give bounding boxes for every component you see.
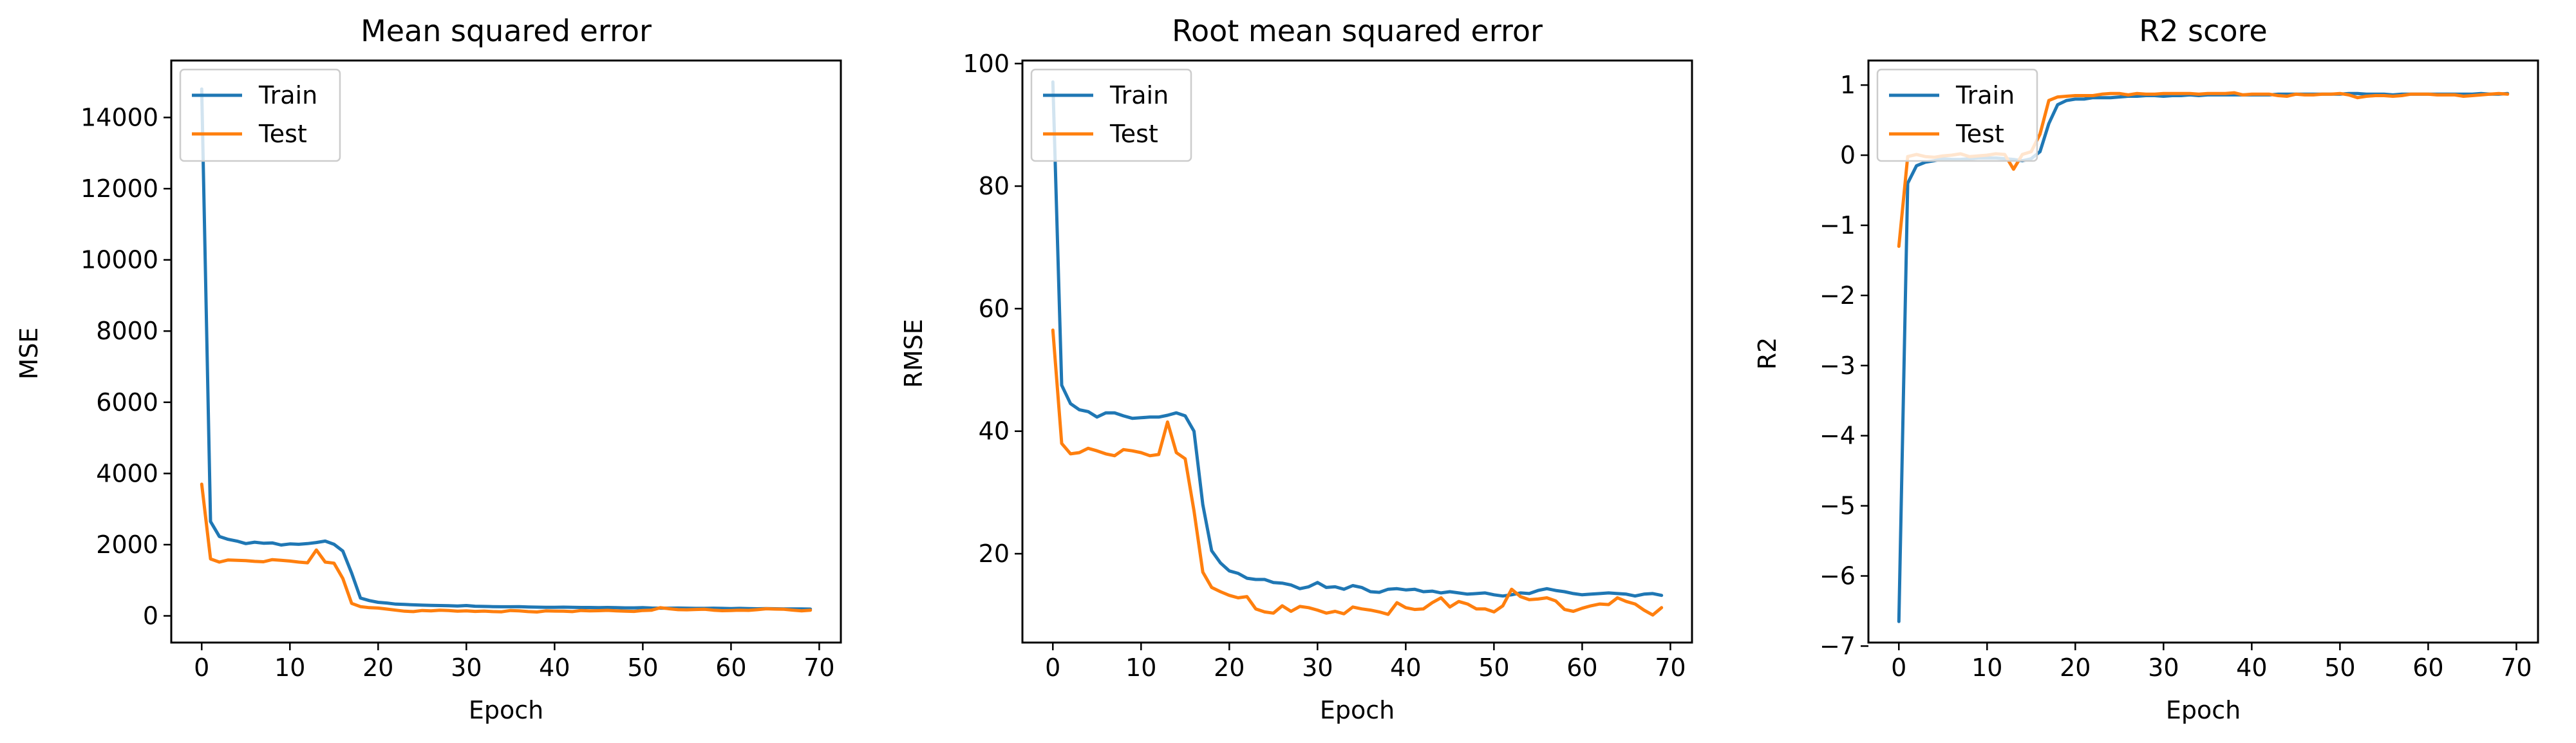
x-tick-label: 70	[1655, 654, 1686, 682]
plot-frame	[170, 59, 842, 644]
tick-layer: 0 10 20 30 40 50 60 70 0 2000 4000 6000 8000 10000 120…	[80, 103, 834, 682]
x-tick-label: 50	[627, 654, 658, 682]
tick-layer: 0 10 20 30 40 50 60 70 −7 −6 −5 −4 −3 −2 −1 0 1	[1819, 71, 2532, 682]
x-tick-label: 20	[1214, 654, 1245, 682]
y-tick-label: −7	[1819, 632, 1856, 660]
x-tick-label: 60	[1566, 654, 1597, 682]
y-tick-label: 8000	[96, 317, 158, 345]
chart-title: Root mean squared error	[1172, 14, 1543, 48]
legend-label-train: Train	[1955, 81, 2015, 109]
y-tick-label: 80	[979, 172, 1010, 200]
x-tick-label: 40	[2236, 654, 2267, 682]
series-line-train	[1051, 80, 1664, 598]
rmse-chart: Root mean squared error Epoch RMSE 0 10 20…	[899, 14, 1693, 724]
x-tick-label: 70	[804, 654, 834, 682]
x-tick-label: 10	[1125, 654, 1156, 682]
series-line-test	[200, 482, 813, 614]
x-tick-label: 10	[1971, 654, 2002, 682]
y-tick-label: −6	[1819, 562, 1856, 590]
y-axis-label: R2	[1753, 337, 1782, 370]
y-tick-label: −2	[1819, 281, 1856, 310]
x-tick-label: 20	[2060, 654, 2091, 682]
series-line-test	[1051, 328, 1664, 617]
legend-box	[179, 68, 341, 162]
legend-label-train: Train	[1109, 81, 1169, 109]
legend-box	[1876, 68, 2038, 162]
y-tick-label: 40	[979, 417, 1010, 446]
chart-title: R2 score	[2139, 14, 2267, 48]
chart-title: Mean squared error	[361, 14, 652, 48]
mse-chart: Mean squared error Epoch MSE 0 10 20 30 40 50…	[15, 14, 842, 724]
y-tick-label: 6000	[96, 388, 158, 417]
x-tick-label: 20	[362, 654, 393, 682]
x-axis-label: Epoch	[2166, 696, 2241, 724]
legend-label-test: Test	[1955, 120, 2004, 148]
y-tick-label: 1	[1840, 71, 1856, 99]
plot-frame	[1867, 59, 2539, 644]
y-tick-label: −3	[1819, 352, 1856, 380]
y-tick-label: −5	[1819, 492, 1856, 520]
y-tick-label: −4	[1819, 422, 1856, 450]
x-tick-label: 30	[451, 654, 482, 682]
x-tick-label: 70	[2501, 654, 2532, 682]
legend: Train Test	[179, 68, 341, 162]
legend: Train Test	[1030, 68, 1192, 162]
y-tick-label: 100	[963, 50, 1010, 78]
y-tick-label: 4000	[96, 459, 158, 487]
y-tick-label: 0	[143, 602, 158, 630]
y-tick-label: 14000	[80, 103, 158, 131]
x-tick-label: 10	[274, 654, 305, 682]
y-tick-label: 2000	[96, 531, 158, 559]
y-axis-label: RMSE	[899, 319, 928, 388]
legend-label-test: Test	[1109, 120, 1158, 148]
y-axis-label: MSE	[15, 328, 43, 380]
tick-layer: 0 10 20 30 40 50 60 70 20 40 60 80 100	[963, 50, 1686, 682]
series-layer	[1051, 80, 1664, 617]
x-tick-label: 50	[2324, 654, 2355, 682]
x-tick-label: 30	[2148, 654, 2179, 682]
x-tick-label: 30	[1302, 654, 1333, 682]
legend-label-train: Train	[258, 81, 317, 109]
x-tick-label: 60	[715, 654, 746, 682]
y-tick-label: 0	[1840, 141, 1856, 169]
legend-label-test: Test	[258, 120, 307, 148]
y-tick-label: 60	[979, 294, 1010, 323]
y-tick-label: 20	[979, 540, 1010, 568]
legend-box	[1030, 68, 1192, 162]
x-tick-label: 50	[1478, 654, 1509, 682]
legend: Train Test	[1876, 68, 2038, 162]
x-tick-label: 0	[1045, 654, 1060, 682]
y-tick-label: −1	[1819, 211, 1856, 240]
x-tick-label: 0	[194, 654, 209, 682]
x-tick-label: 40	[539, 654, 570, 682]
y-tick-label: 10000	[80, 246, 158, 274]
r2-chart: R2 score Epoch R2 0 10 20 30 40 50 60 70−7−6−5−…	[1753, 14, 2539, 724]
x-tick-label: 40	[1390, 654, 1421, 682]
y-tick-label: 12000	[80, 174, 158, 203]
x-tick-label: 0	[1891, 654, 1906, 682]
x-axis-label: Epoch	[469, 696, 543, 724]
x-tick-label: 60	[2412, 654, 2443, 682]
x-axis-label: Epoch	[1320, 696, 1395, 724]
plot-frame	[1021, 59, 1693, 644]
series-layer	[200, 87, 813, 614]
